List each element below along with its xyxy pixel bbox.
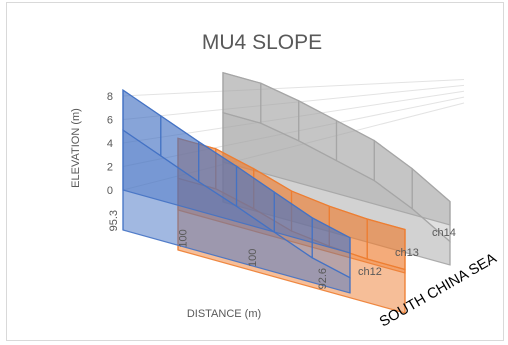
series-tick-label: ch13 bbox=[395, 247, 419, 259]
y-axis-title: ELEVATION (m) bbox=[70, 108, 82, 188]
chart-title: MU4 SLOPE bbox=[202, 31, 322, 54]
x-axis-title: DISTANCE (m) bbox=[187, 308, 261, 320]
series-ch14 bbox=[222, 71, 451, 266]
series-front-face bbox=[122, 128, 351, 294]
series-ch12 bbox=[122, 88, 351, 294]
y-tick-label: 4 bbox=[107, 138, 113, 150]
series-layer bbox=[122, 71, 451, 314]
y-tick-label: 0 bbox=[107, 185, 113, 197]
x-tick-label: 100 bbox=[178, 229, 190, 247]
gridline bbox=[122, 84, 465, 120]
series-axis-ticks: ch12 ch13 ch14 bbox=[358, 227, 456, 278]
x-axis-ticks: 95.3 100 100 92.6 bbox=[108, 210, 329, 289]
gridline bbox=[122, 96, 465, 167]
series-front-face bbox=[222, 111, 451, 266]
x-tick-label: 92.6 bbox=[317, 268, 329, 289]
x-tick-label: 100 bbox=[247, 249, 259, 267]
gridline bbox=[122, 79, 465, 97]
y-tick-label: 6 bbox=[107, 115, 113, 127]
x-tick-label: 95.3 bbox=[108, 210, 120, 231]
y-tick-label: 8 bbox=[107, 91, 113, 103]
y-axis-ticks: 0 2 4 6 8 bbox=[107, 91, 113, 197]
gridline bbox=[122, 90, 465, 144]
series-tick-label: ch12 bbox=[358, 266, 382, 278]
series-tick-label: ch14 bbox=[432, 227, 456, 239]
y-tick-label: 2 bbox=[107, 162, 113, 174]
